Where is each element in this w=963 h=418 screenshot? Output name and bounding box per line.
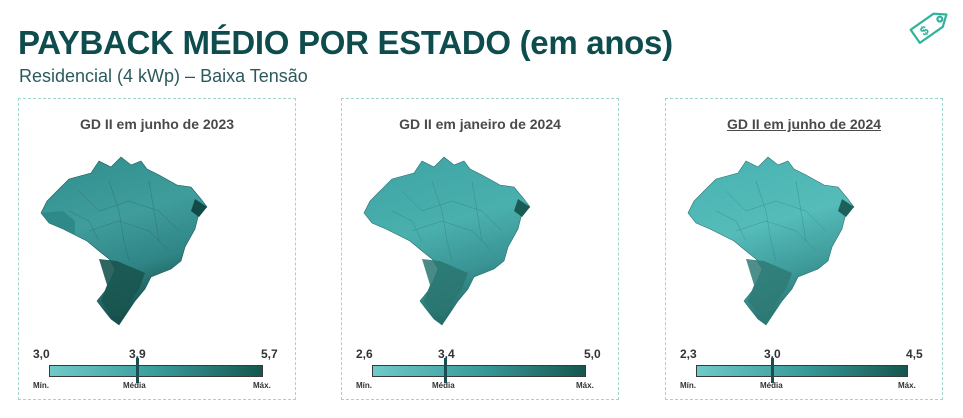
legend-average-marker [771, 358, 774, 383]
legend-max-value: 4,5 [906, 347, 923, 361]
legend-avg-caption: Média [123, 381, 146, 390]
legend-average-marker [444, 358, 447, 383]
legend-min-caption: Mín. [356, 381, 372, 390]
panel-jun-2024: GD II em junho de 2024 2,3 3,0 4,5 Mín. … [665, 98, 943, 400]
legend-max-caption: Máx. [898, 381, 916, 390]
legend-max-value: 5,7 [261, 347, 278, 361]
brazil-map [687, 156, 855, 326]
panel-title: GD II em janeiro de 2024 [399, 116, 561, 132]
legend-average-marker [136, 358, 139, 383]
legend-scale-bar [372, 365, 586, 377]
legend-max-caption: Máx. [576, 381, 594, 390]
legend-scale-bar [696, 365, 908, 377]
legend-scale-bar [49, 365, 263, 377]
page-subtitle: Residencial (4 kWp) – Baixa Tensão [19, 66, 308, 86]
legend-avg-caption: Média [432, 381, 455, 390]
legend-min-value: 2,3 [680, 347, 697, 361]
price-tag-icon: $ [909, 12, 948, 44]
page-title: PAYBACK MÉDIO POR ESTADO (em anos) [18, 24, 673, 61]
brazil-map [363, 156, 531, 326]
panel-jun-2023: GD II em junho de 2023 3,0 3,9 5,7 Mín. … [18, 98, 296, 400]
legend-min-value: 2,6 [356, 347, 373, 361]
panel-title: GD II em junho de 2023 [79, 116, 235, 132]
panel-jan-2024: GD II em janeiro de 2024 2,6 3,4 5,0 Mín… [341, 98, 619, 400]
legend-min-caption: Mín. [680, 381, 696, 390]
legend-max-value: 5,0 [584, 347, 601, 361]
legend-min-value: 3,0 [33, 347, 50, 361]
brazil-map [40, 156, 208, 326]
legend-min-caption: Mín. [33, 381, 49, 390]
legend-avg-value: 3,0 [764, 347, 781, 361]
legend-avg-caption: Média [760, 381, 783, 390]
legend-max-caption: Máx. [253, 381, 271, 390]
legend-avg-value: 3,4 [438, 347, 455, 361]
panel-title: GD II em junho de 2024 [726, 116, 882, 132]
legend-avg-value: 3,9 [129, 347, 146, 361]
